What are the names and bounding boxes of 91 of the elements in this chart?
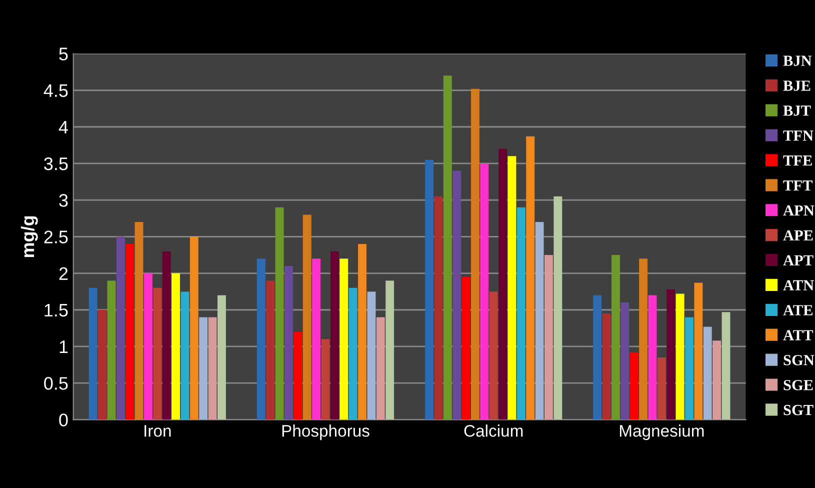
bar xyxy=(199,317,208,420)
bar xyxy=(712,340,722,420)
legend-label: SGT xyxy=(784,404,814,416)
bar xyxy=(348,288,358,420)
legend-label: BJN xyxy=(783,56,812,66)
x-tick-label: Calcium xyxy=(464,424,523,437)
bar xyxy=(153,288,162,420)
bar xyxy=(302,214,312,420)
y-tick-label: 0 xyxy=(59,414,68,426)
bar xyxy=(321,339,330,420)
legend-label: APN xyxy=(783,205,814,216)
bar xyxy=(180,292,190,420)
bar xyxy=(602,314,611,420)
bar xyxy=(284,266,293,420)
bar xyxy=(648,295,657,420)
bar xyxy=(190,236,198,420)
bar xyxy=(376,317,385,420)
y-tick-label: 4 xyxy=(58,121,68,134)
bar xyxy=(685,317,694,420)
y-tick-label: 5 xyxy=(59,48,68,60)
bar xyxy=(162,251,171,420)
y-tick-label: 3 xyxy=(59,194,68,207)
bar xyxy=(676,294,684,420)
y-tick-label: 1 xyxy=(60,340,68,354)
y-tick-label: 3.5 xyxy=(44,157,68,170)
bar xyxy=(657,357,666,420)
legend-label: BJT xyxy=(783,106,811,116)
legend-label: TFT xyxy=(783,180,812,191)
bar xyxy=(694,282,703,420)
legend-label: SGE xyxy=(784,380,813,390)
bar xyxy=(340,258,348,420)
y-tick-label: 1.5 xyxy=(44,304,68,317)
bar xyxy=(434,196,443,420)
bar xyxy=(544,254,553,420)
bar xyxy=(516,207,526,420)
y-axis-title: mg/g xyxy=(20,216,38,258)
legend-label: ATT xyxy=(783,330,814,340)
bar xyxy=(358,244,366,420)
y-tick-label: 4.5 xyxy=(44,84,68,97)
bar xyxy=(593,295,602,420)
bar xyxy=(256,258,266,420)
bar xyxy=(498,148,507,420)
bar xyxy=(526,136,535,420)
bar xyxy=(666,289,676,420)
bar xyxy=(126,244,134,420)
bar xyxy=(612,254,620,420)
bar xyxy=(367,292,376,420)
bar xyxy=(703,326,712,420)
x-tick-label: Phosphorus xyxy=(282,424,370,440)
bar xyxy=(639,258,648,420)
y-tick-label: 2.5 xyxy=(44,230,68,244)
bar xyxy=(312,258,321,420)
bar xyxy=(630,352,638,420)
bar xyxy=(330,251,339,420)
bar xyxy=(480,163,489,420)
legend-label: APE xyxy=(783,230,813,240)
bar xyxy=(116,236,125,420)
bar xyxy=(425,160,434,420)
bar xyxy=(266,280,275,420)
bar xyxy=(443,76,452,420)
legend-label: TFE xyxy=(783,156,812,166)
bar xyxy=(275,207,284,420)
legend-label: SGN xyxy=(784,355,814,366)
bar xyxy=(386,280,394,420)
legend-label: BJE xyxy=(783,80,810,91)
bar xyxy=(144,273,152,420)
bar xyxy=(620,302,630,420)
x-tick-label: Magnesium xyxy=(620,424,704,440)
legend-label: TFN xyxy=(783,130,814,141)
bar xyxy=(134,222,144,420)
legend-label: ATE xyxy=(783,305,813,316)
legend-label: ATN xyxy=(783,280,814,290)
bar xyxy=(88,288,98,420)
bar xyxy=(489,292,498,420)
bar xyxy=(470,88,480,420)
bar xyxy=(535,222,544,420)
bar xyxy=(554,196,562,420)
bar xyxy=(722,312,730,420)
bar xyxy=(107,280,116,420)
bar xyxy=(294,332,302,420)
legend-label: APT xyxy=(783,255,814,266)
bar xyxy=(98,310,106,420)
bar xyxy=(172,273,180,420)
y-tick-label: 0.5 xyxy=(44,377,68,390)
bar xyxy=(208,317,217,420)
x-tick-label: Iron xyxy=(144,425,171,437)
bar xyxy=(217,295,226,420)
bar xyxy=(508,156,516,420)
y-tick-label: 2 xyxy=(59,267,68,280)
bar xyxy=(462,276,470,420)
bar xyxy=(452,170,462,420)
